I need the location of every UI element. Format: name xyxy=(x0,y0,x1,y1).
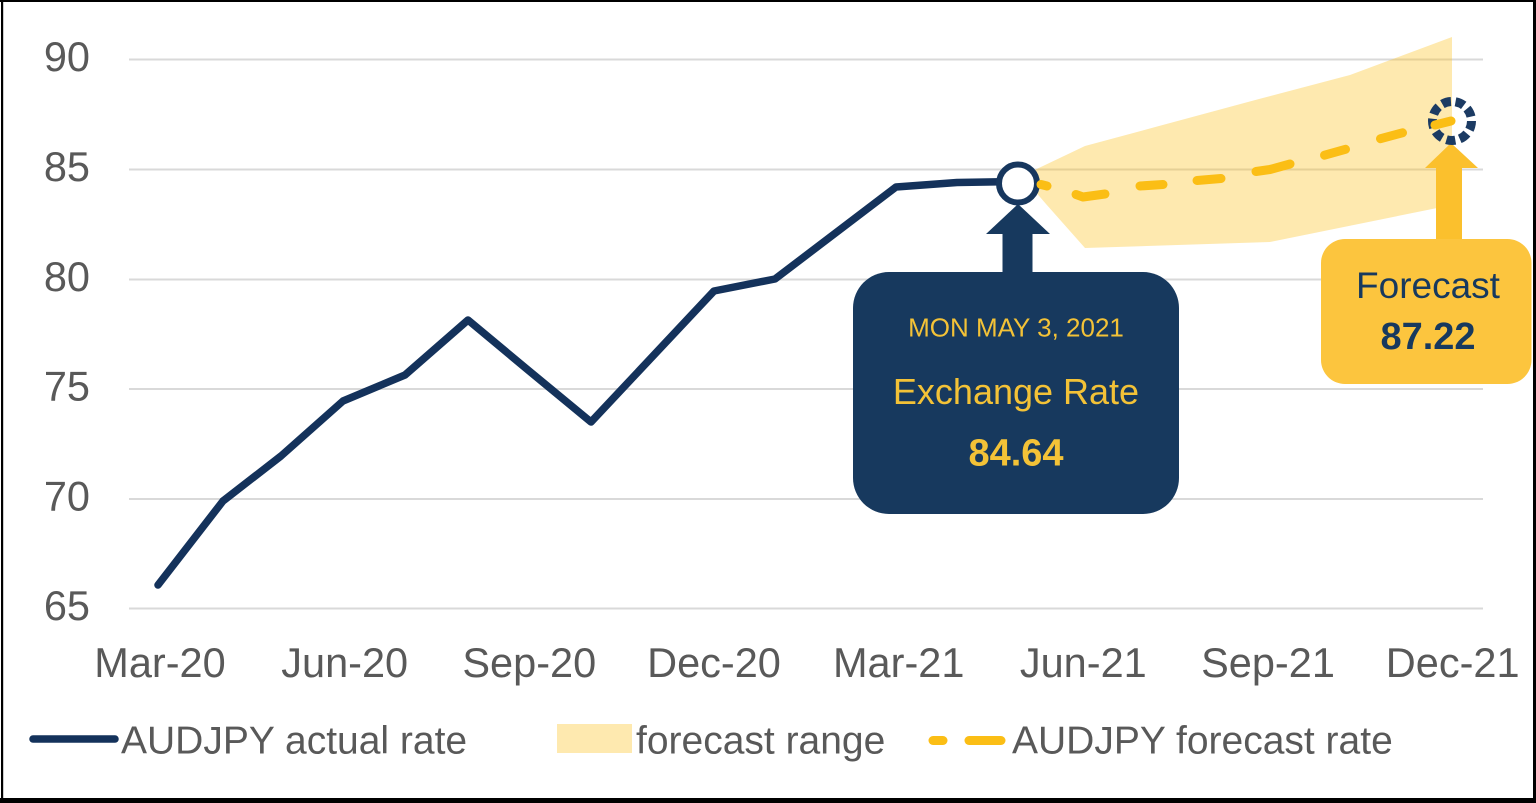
svg-text:85: 85 xyxy=(44,143,90,190)
svg-text:Exchange Rate: Exchange Rate xyxy=(893,371,1139,412)
svg-text:Mar-20: Mar-20 xyxy=(94,639,225,686)
svg-text:Jun-21: Jun-21 xyxy=(1020,639,1147,686)
svg-text:Dec-21: Dec-21 xyxy=(1386,639,1520,686)
svg-text:MON MAY 3, 2021: MON MAY 3, 2021 xyxy=(908,313,1124,343)
svg-text:90: 90 xyxy=(44,33,90,80)
svg-text:65: 65 xyxy=(44,582,90,629)
svg-text:87.22: 87.22 xyxy=(1380,316,1475,358)
svg-text:84.64: 84.64 xyxy=(968,433,1063,475)
svg-text:Forecast: Forecast xyxy=(1356,265,1501,306)
svg-text:Dec-20: Dec-20 xyxy=(647,639,781,686)
svg-text:AUDJPY forecast rate: AUDJPY forecast rate xyxy=(1012,720,1393,763)
svg-text:Jun-20: Jun-20 xyxy=(281,639,408,686)
svg-text:Mar-21: Mar-21 xyxy=(833,639,964,686)
svg-text:AUDJPY actual rate: AUDJPY actual rate xyxy=(121,720,467,763)
svg-text:80: 80 xyxy=(44,253,90,300)
svg-text:forecast range: forecast range xyxy=(636,720,885,763)
svg-text:Sep-20: Sep-20 xyxy=(462,639,596,686)
svg-text:70: 70 xyxy=(44,473,90,520)
svg-text:Sep-21: Sep-21 xyxy=(1201,639,1335,686)
svg-text:75: 75 xyxy=(44,363,90,410)
